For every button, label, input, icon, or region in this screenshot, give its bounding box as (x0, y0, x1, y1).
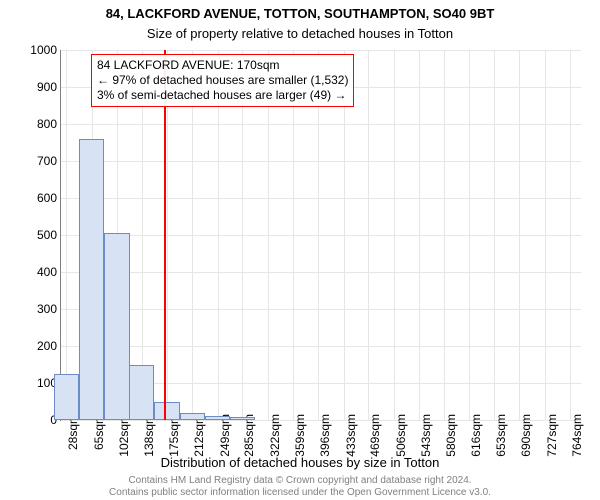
annotation-line: ← 97% of detached houses are smaller (1,… (97, 73, 348, 88)
gridline (61, 198, 581, 199)
plot-area: 0100200300400500600700800900100028sqm65s… (60, 50, 581, 421)
gridline (61, 50, 581, 51)
x-tick-label: 433sqm (344, 414, 358, 457)
histogram-bar (129, 365, 154, 421)
annotation-line: 84 LACKFORD AVENUE: 170sqm (97, 58, 348, 73)
y-tick-label: 800 (19, 117, 57, 131)
x-tick-label: 212sqm (192, 414, 206, 457)
vgridline (545, 50, 546, 420)
x-tick-label: 285sqm (242, 414, 256, 457)
y-tick-label: 1000 (19, 43, 57, 57)
gridline (61, 272, 581, 273)
histogram-bar (180, 413, 205, 420)
y-tick-label: 900 (19, 80, 57, 94)
histogram-bar (205, 416, 230, 420)
gridline (61, 124, 581, 125)
x-tick-label: 138sqm (142, 414, 156, 457)
vgridline (469, 50, 470, 420)
x-axis-label: Distribution of detached houses by size … (0, 455, 600, 470)
histogram-bar (54, 374, 79, 420)
y-tick-label: 700 (19, 154, 57, 168)
histogram-bar (79, 139, 104, 420)
x-tick-label: 249sqm (218, 414, 232, 457)
vgridline (419, 50, 420, 420)
attribution-line2: Contains public sector information licen… (109, 487, 491, 498)
vgridline (444, 50, 445, 420)
x-tick-label: 322sqm (268, 414, 282, 457)
x-tick-label: 359sqm (293, 414, 307, 457)
annotation-line: 3% of semi-detached houses are larger (4… (97, 88, 348, 103)
attribution-line1: Contains HM Land Registry data © Crown c… (128, 475, 471, 486)
y-tick-label: 500 (19, 228, 57, 242)
x-tick-label: 580sqm (444, 414, 458, 457)
x-tick-label: 469sqm (368, 414, 382, 457)
vgridline (519, 50, 520, 420)
y-tick-label: 600 (19, 191, 57, 205)
vgridline (368, 50, 369, 420)
vgridline (394, 50, 395, 420)
x-tick-label: 616sqm (469, 414, 483, 457)
gridline (61, 309, 581, 310)
x-tick-label: 653sqm (494, 414, 508, 457)
x-tick-label: 175sqm (167, 414, 181, 457)
histogram-bar (154, 402, 179, 421)
y-tick-label: 0 (19, 413, 57, 427)
attribution: Contains HM Land Registry data © Crown c… (0, 475, 600, 498)
histogram-bar (104, 233, 129, 420)
vgridline (66, 50, 67, 420)
chart-title-line2: Size of property relative to detached ho… (0, 26, 600, 41)
gridline (61, 346, 581, 347)
y-tick-label: 100 (19, 376, 57, 390)
x-tick-label: 764sqm (570, 414, 584, 457)
vgridline (494, 50, 495, 420)
x-tick-label: 543sqm (419, 414, 433, 457)
x-tick-label: 506sqm (394, 414, 408, 457)
y-tick-label: 300 (19, 302, 57, 316)
annotation-box: 84 LACKFORD AVENUE: 170sqm← 97% of detac… (91, 54, 354, 107)
y-tick-label: 400 (19, 265, 57, 279)
histogram-bar (230, 417, 255, 420)
gridline (61, 235, 581, 236)
x-tick-label: 102sqm (117, 414, 131, 457)
gridline (61, 161, 581, 162)
y-tick-label: 200 (19, 339, 57, 353)
x-tick-label: 690sqm (519, 414, 533, 457)
vgridline (570, 50, 571, 420)
chart-title-line1: 84, LACKFORD AVENUE, TOTTON, SOUTHAMPTON… (0, 6, 600, 21)
x-tick-label: 727sqm (545, 414, 559, 457)
x-tick-label: 396sqm (318, 414, 332, 457)
